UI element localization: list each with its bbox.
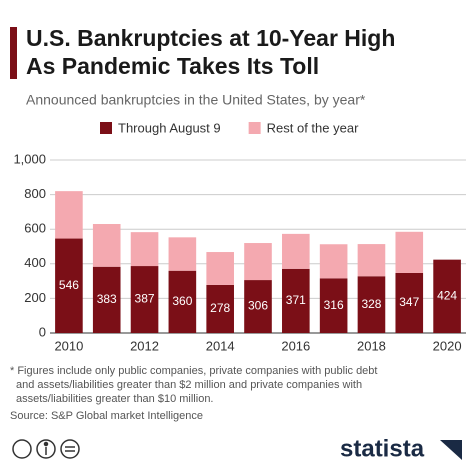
bar-segment xyxy=(395,231,424,273)
y-tick-label: 0 xyxy=(39,324,46,339)
legend-swatch xyxy=(248,122,261,134)
bar-segment xyxy=(55,238,83,333)
bar-segment xyxy=(282,268,310,333)
x-tick-label: 2014 xyxy=(206,338,235,353)
value-label: 328 xyxy=(361,297,381,311)
bar-segment xyxy=(130,232,159,267)
value-label: 360 xyxy=(172,294,192,308)
plot: 0 200 400 600 800 1,000 546 2010 383 387 2012 360 27… xyxy=(13,151,466,353)
value-label: 387 xyxy=(135,292,155,306)
value-label: 316 xyxy=(324,298,344,312)
bar-segment xyxy=(357,244,386,277)
footnote: and assets/liabilities greater than $2 m… xyxy=(16,379,362,391)
value-label: 347 xyxy=(399,295,419,309)
value-label: 383 xyxy=(97,292,117,306)
bar-segment xyxy=(92,266,121,333)
bar-segment xyxy=(395,272,424,333)
bar-segment xyxy=(244,280,272,333)
footnote: * Figures include only public companies,… xyxy=(10,365,377,377)
bar-segment xyxy=(433,259,461,333)
x-tick-label: 2016 xyxy=(281,338,310,353)
bar-segment xyxy=(168,237,197,271)
y-tick-label: 800 xyxy=(24,186,46,201)
value-label: 424 xyxy=(437,288,457,302)
legend-label: Through August 9 xyxy=(118,120,221,135)
chart-title: As Pandemic Takes Its Toll xyxy=(26,53,319,79)
y-tick-label: 1,000 xyxy=(13,151,46,166)
chart-title: U.S. Bankruptcies at 10-Year High xyxy=(26,25,395,51)
bar-segment xyxy=(55,191,83,239)
x-tick-label: 2020 xyxy=(433,338,462,353)
brand: statista xyxy=(340,435,425,462)
value-label: 306 xyxy=(248,299,268,313)
bar-segment xyxy=(244,243,272,281)
x-tick-label: 2010 xyxy=(54,338,83,353)
y-tick-label: 600 xyxy=(24,221,46,236)
license-icons xyxy=(12,439,80,459)
legend-swatch xyxy=(100,122,112,134)
value-label: 278 xyxy=(210,301,230,315)
value-label: 546 xyxy=(59,278,79,292)
x-tick-label: 2012 xyxy=(130,338,159,353)
bar-segment xyxy=(206,252,234,285)
bar-segment xyxy=(282,233,310,269)
y-tick-label: 400 xyxy=(24,255,46,270)
bar-segment xyxy=(206,284,234,333)
title-accent xyxy=(10,27,17,79)
y-tick-label: 200 xyxy=(24,290,46,305)
bar-segment xyxy=(130,266,159,333)
value-label: 371 xyxy=(286,293,306,307)
legend: Through August 9 Rest of the year xyxy=(100,120,359,135)
source: Source: S&P Global market Intelligence xyxy=(10,410,203,422)
bar-segment xyxy=(168,270,197,333)
bar-segment xyxy=(357,276,386,333)
legend-label: Rest of the year xyxy=(267,120,359,135)
footnote: assets/liabilities greater than $10 mill… xyxy=(16,393,214,405)
bar-segment xyxy=(319,278,348,333)
x-tick-label: 2018 xyxy=(357,338,386,353)
bar-segment xyxy=(319,244,348,279)
chart-subtitle: Announced bankruptcies in the United Sta… xyxy=(26,92,366,108)
bar-segment xyxy=(92,224,121,267)
brand-icon xyxy=(440,440,462,460)
